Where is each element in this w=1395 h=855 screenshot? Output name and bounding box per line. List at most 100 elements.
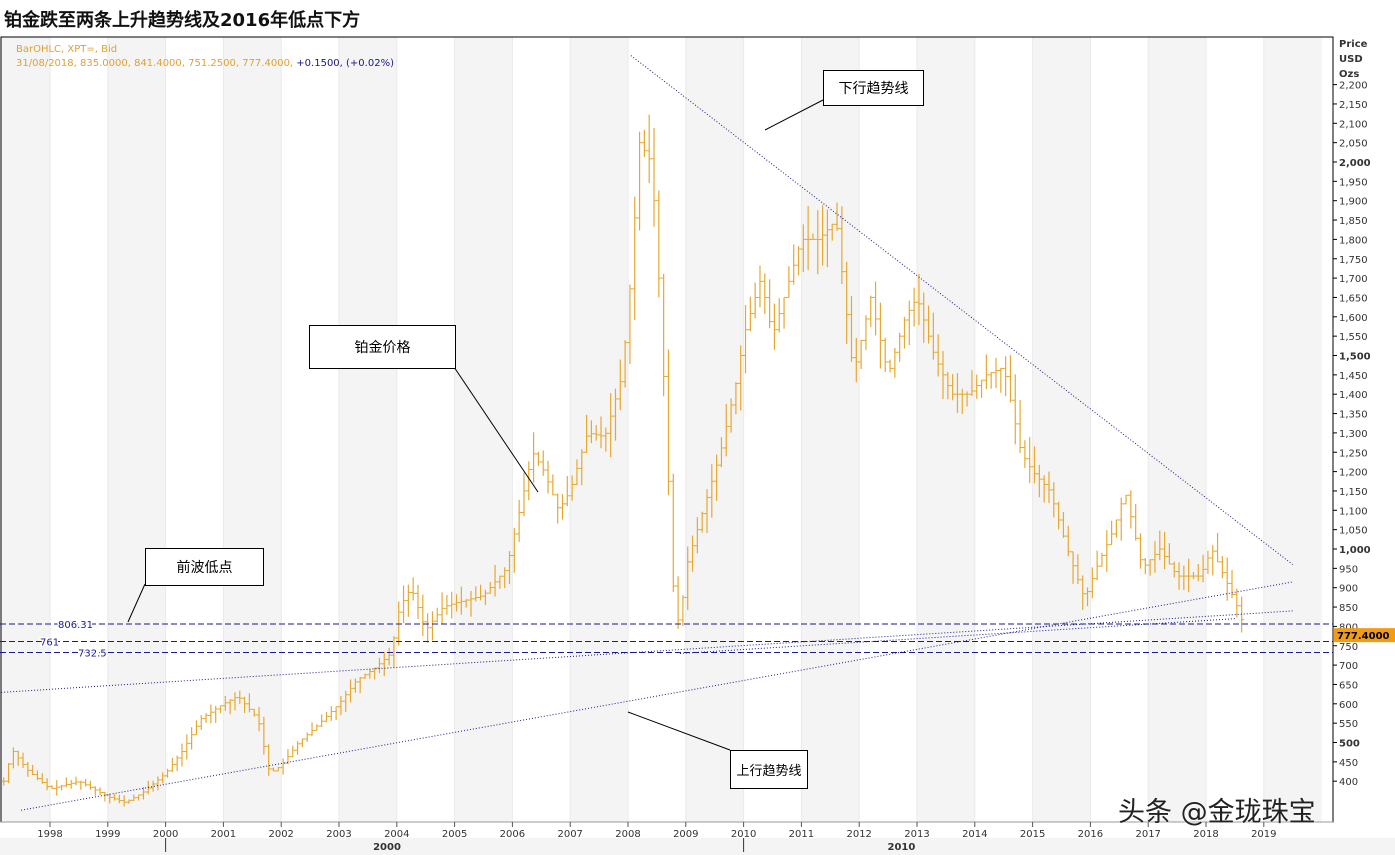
- ohlc-bar: [1070, 551, 1076, 584]
- ohlc-bar: [555, 493, 561, 524]
- ohlc-bar: [25, 761, 31, 777]
- ohlc-bar: [63, 777, 69, 788]
- annotation-up-trend: 上行趋势线: [730, 750, 808, 789]
- ohlc-bar: [873, 281, 879, 336]
- ohlc-bar: [222, 695, 228, 711]
- ohlc-bar: [1007, 355, 1013, 403]
- ohlc-bar: [974, 374, 980, 399]
- y-tick-label: 1,100: [1339, 506, 1368, 517]
- ohlc-bar: [304, 732, 310, 742]
- ohlc-bar: [805, 205, 811, 270]
- ohlc-bar: [1215, 532, 1221, 563]
- ohlc-bar: [473, 586, 479, 602]
- ohlc-bar: [641, 129, 647, 157]
- ohlc-bar: [1056, 501, 1062, 530]
- ohlc-bar: [690, 535, 696, 572]
- trendline-up-secondary: [0, 610, 1293, 693]
- ohlc-bar: [747, 296, 753, 332]
- ohlc-bar: [516, 499, 522, 542]
- ohlc-bar: [309, 722, 315, 737]
- ohlc-bar: [940, 350, 946, 400]
- ohlc-bar: [439, 592, 445, 624]
- y-tick-label: 900: [1339, 584, 1358, 595]
- ohlc-bar: [521, 472, 527, 517]
- ohlc-bar: [800, 224, 806, 273]
- ohlc-bar: [545, 460, 551, 494]
- ohlc-bar: [1060, 512, 1066, 538]
- ohlc-bar: [1003, 356, 1009, 397]
- year-band: [570, 37, 628, 822]
- ohlc-bar: [665, 349, 671, 496]
- x-tick-label: 2001: [211, 829, 236, 840]
- ohlc-bar: [198, 715, 204, 730]
- ohlc-bar: [1200, 554, 1206, 583]
- ohlc-bar: [155, 776, 161, 791]
- ohlc-bar: [916, 274, 922, 326]
- ohlc-bar: [242, 696, 248, 714]
- y-tick-label: 750: [1339, 642, 1358, 653]
- x-tick-label: 2011: [789, 829, 814, 840]
- ohlc-bar: [1229, 569, 1235, 599]
- annotation-prev-low: 前波低点: [145, 548, 264, 586]
- legend-ohlc: 31/08/2018, 835.0000, 841.4000, 751.2500…: [16, 58, 294, 69]
- level-label: 732.5: [78, 649, 107, 660]
- ohlc-bar: [348, 679, 354, 703]
- ohlc-bar: [511, 527, 517, 573]
- x-tick-label: 2019: [1251, 829, 1276, 840]
- y-tick-label: 1,700: [1339, 274, 1368, 285]
- x-tick-label: 2015: [1020, 829, 1045, 840]
- ohlc-bar: [564, 475, 570, 507]
- ohlc-bar: [863, 315, 869, 351]
- year-band: [1148, 37, 1206, 822]
- ohlc-bar: [405, 584, 411, 617]
- ohlc-bar: [458, 586, 464, 615]
- ohlc-bar: [507, 551, 513, 585]
- ohlc-bar: [1205, 550, 1211, 574]
- ohlc-bar: [704, 489, 710, 534]
- ohlc-bar: [699, 511, 705, 533]
- ohlc-bar: [362, 673, 368, 679]
- y-tick-label: 500: [1339, 739, 1360, 750]
- ohlc-bar: [820, 205, 826, 266]
- ohlc-bar: [584, 414, 590, 453]
- ohlc-bar: [964, 391, 970, 407]
- last-price-tag: [1334, 628, 1395, 643]
- ohlc-bar: [1099, 552, 1105, 567]
- year-band: [1032, 37, 1091, 822]
- ohlc-bar: [1094, 550, 1100, 581]
- ohlc-bar: [468, 590, 474, 617]
- ohlc-bar: [208, 704, 214, 724]
- ohlc-bar: [526, 461, 532, 501]
- ohlc-bar: [165, 768, 171, 778]
- ohlc-bar: [598, 416, 604, 449]
- x-tick-label: 2008: [615, 829, 640, 840]
- ohlc-bar: [1027, 437, 1033, 483]
- last-price-label: 777.4000: [1337, 631, 1390, 642]
- y-tick-label: 450: [1339, 758, 1358, 769]
- x-tick-label: 2006: [500, 829, 525, 840]
- year-band: [1263, 37, 1322, 822]
- ohlc-bar: [993, 358, 999, 389]
- ohlc-bar: [1041, 475, 1047, 503]
- y-tick-label: 1,950: [1339, 177, 1368, 188]
- ohlc-bar: [839, 206, 845, 284]
- ohlc-bar: [251, 708, 257, 717]
- ohlc-bar: [617, 359, 623, 410]
- ohlc-bar: [121, 795, 127, 807]
- ohlc-bar: [824, 209, 830, 268]
- decade-strip: [0, 838, 1395, 855]
- decade-label: 2000: [373, 842, 401, 853]
- ohlc-bar: [497, 575, 503, 589]
- ohlc-bar: [401, 585, 407, 624]
- ohlc-bar: [1051, 482, 1057, 518]
- ohlc-bar: [743, 305, 749, 374]
- x-tick-label: 2002: [268, 829, 293, 840]
- y-tick-label: 1,350: [1339, 410, 1368, 421]
- ohlc-bar: [136, 794, 142, 801]
- y-tick-label: 850: [1339, 603, 1358, 614]
- ohlc-bar: [6, 763, 12, 784]
- trendline-up-main: [21, 581, 1293, 811]
- ohlc-bar: [593, 425, 599, 441]
- year-band: [223, 37, 282, 822]
- ohlc-bar: [333, 706, 339, 721]
